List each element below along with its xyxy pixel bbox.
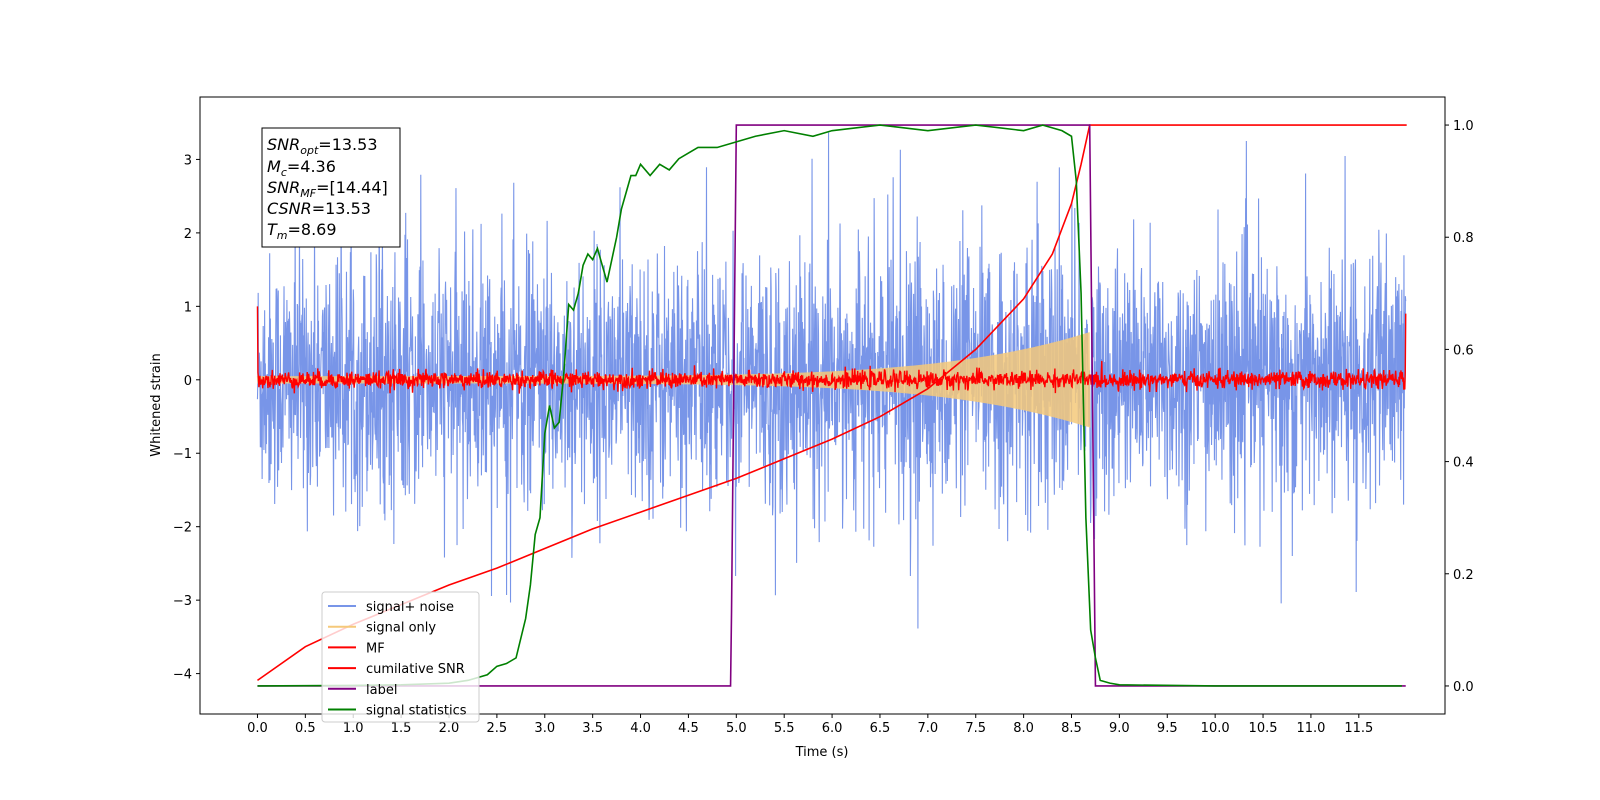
- annotation-snr-opt-name: SNR: [267, 135, 300, 154]
- annotation-box-frame: [261, 127, 401, 248]
- y-right-tick-label: 0.4: [1453, 456, 1474, 471]
- legend-frame: [321, 591, 480, 723]
- y-axis-left: −4 −3 −2 −1 0 1 2 3: [173, 153, 200, 683]
- annotation-mc-name: M: [267, 157, 281, 176]
- y-tick-label: −4: [173, 668, 192, 683]
- x-tick-label: 10.5: [1249, 721, 1278, 736]
- annotation-tm-value: =8.69: [288, 220, 337, 239]
- series-signal-statistics-line: [257, 124, 1402, 687]
- annotation-snr-opt-sub: opt: [300, 144, 319, 157]
- x-tick-label: 11.5: [1344, 721, 1373, 736]
- annotation-mc: Mc=4.36: [267, 157, 336, 179]
- y-axis-label: Whitened strain: [149, 353, 164, 456]
- legend-label: signal only: [366, 621, 436, 636]
- annotation-tm-name: T: [267, 220, 278, 239]
- x-tick-label: 4.5: [678, 721, 699, 736]
- y-tick-label: −1: [173, 447, 192, 462]
- annotation-mc-value: =4.36: [287, 157, 336, 176]
- x-tick-label: 2.0: [439, 721, 460, 736]
- x-tick-label: 6.5: [870, 721, 891, 736]
- legend-label: signal statistics: [366, 704, 467, 719]
- annotation-tm-sub: m: [277, 229, 288, 242]
- annotation-snr-mf-name: SNR: [267, 178, 300, 197]
- x-tick-label: 3.5: [582, 721, 603, 736]
- y-right-tick-label: 1.0: [1453, 119, 1474, 134]
- x-tick-label: 10.0: [1201, 721, 1230, 736]
- x-tick-label: 8.0: [1013, 721, 1034, 736]
- y-tick-label: 2: [184, 227, 192, 242]
- legend-label: signal+ noise: [366, 600, 454, 615]
- y-tick-label: 3: [184, 153, 192, 168]
- annotation-box: SNRopt=13.53 Mc=4.36 SNRMF=[14.44] CSNR=…: [261, 127, 401, 248]
- axes-frame: [199, 96, 1446, 715]
- y-right-tick-label: 0.8: [1453, 231, 1474, 246]
- x-tick-label: 4.0: [630, 721, 651, 736]
- y-tick-label: −3: [173, 594, 192, 609]
- y-axis-right: 0.0 0.2 0.4 0.6 0.8 1.0: [1445, 119, 1474, 695]
- annotation-mc-sub: c: [281, 166, 287, 179]
- x-axis: 0.0 0.5 1.0 1.5 2.0 2.5 3.0 3.5 4.0 4.5 5.0 5.5 6.0 6…: [247, 714, 1373, 736]
- x-tick-label: 0.5: [295, 721, 316, 736]
- x-tick-label: 6.0: [822, 721, 843, 736]
- legend: signal+ noise signal only MF cumilative SNR…: [321, 591, 480, 723]
- x-tick-label: 7.0: [918, 721, 939, 736]
- x-tick-label: 0.0: [247, 721, 268, 736]
- x-tick-label: 8.5: [1061, 721, 1082, 736]
- annotation-csnr-name: CSNR: [267, 199, 312, 218]
- legend-label: label: [366, 683, 397, 698]
- series-mf-line: [256, 306, 1407, 394]
- annotation-csnr-value: =13.53: [312, 199, 371, 218]
- x-tick-label: 9.0: [1109, 721, 1130, 736]
- x-tick-label: 3.0: [534, 721, 555, 736]
- series-label-line: [257, 124, 1406, 687]
- legend-label: cumilative SNR: [366, 662, 465, 677]
- y-right-tick-label: 0.6: [1453, 343, 1474, 358]
- x-tick-label: 5.0: [726, 721, 747, 736]
- x-tick-label: 11.0: [1296, 721, 1325, 736]
- annotation-snr-opt-value: =13.53: [318, 135, 377, 154]
- annotation-snr-opt: SNRopt=13.53: [267, 135, 378, 157]
- series-signal-noise-line: [256, 132, 1407, 629]
- y-right-tick-label: 0.0: [1453, 680, 1474, 695]
- annotation-csnr: CSNR=13.53: [267, 199, 371, 218]
- y-right-tick-label: 0.2: [1453, 568, 1474, 583]
- y-tick-label: 0: [184, 374, 192, 389]
- annotation-snr-mf-sub: MF: [300, 187, 316, 200]
- x-axis-label: Time (s): [795, 745, 849, 760]
- annotation-snr-mf: SNRMF=[14.44]: [267, 178, 388, 200]
- y-tick-label: 1: [184, 300, 192, 315]
- x-tick-label: 2.5: [487, 721, 508, 736]
- annotation-tm: Tm=8.69: [267, 220, 337, 242]
- y-tick-label: −2: [173, 521, 192, 536]
- legend-label: MF: [366, 641, 385, 656]
- x-tick-label: 7.5: [965, 721, 986, 736]
- x-tick-label: 9.5: [1157, 721, 1178, 736]
- x-tick-label: 1.0: [343, 721, 364, 736]
- annotation-snr-mf-value: =[14.44]: [316, 178, 388, 197]
- x-tick-label: 1.5: [391, 721, 412, 736]
- x-tick-label: 5.5: [774, 721, 795, 736]
